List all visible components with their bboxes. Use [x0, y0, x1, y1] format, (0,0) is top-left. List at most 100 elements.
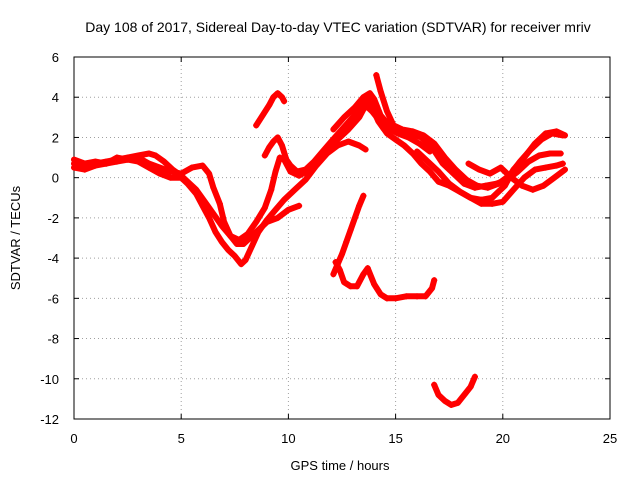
axis-ticks: 0 5 10 15 20 25 -12 -10 -8 -6 -4 -2 0 2 4 6 — [40, 50, 617, 446]
series-line — [431, 373, 478, 408]
data-point — [236, 237, 243, 244]
y-tick-label: 0 — [52, 171, 59, 186]
data-point — [467, 383, 474, 390]
series-line — [253, 90, 288, 129]
data-point — [152, 152, 159, 159]
x-tick-label: 15 — [388, 431, 402, 446]
data-point — [113, 156, 120, 163]
data-point — [156, 164, 163, 171]
data-point — [311, 158, 318, 165]
data-point — [146, 150, 153, 157]
plot-frame — [73, 56, 611, 420]
data-point — [343, 239, 350, 246]
data-point — [390, 122, 397, 129]
series-arc-d — [261, 96, 566, 207]
data-point — [356, 142, 363, 149]
y-tick-label: -12 — [40, 412, 59, 427]
data-point — [328, 138, 335, 145]
data-point — [184, 178, 191, 185]
data-point — [422, 293, 429, 300]
data-point — [377, 88, 384, 95]
y-tick-label: 6 — [52, 50, 59, 65]
data-point — [474, 182, 481, 189]
series-arc-k — [332, 259, 438, 302]
data-point — [71, 160, 77, 167]
data-point — [302, 176, 309, 183]
data-point — [253, 122, 260, 129]
data-point — [330, 126, 337, 133]
series-line — [414, 128, 568, 203]
data-point — [261, 152, 268, 159]
data-point — [559, 160, 566, 167]
data-point — [362, 146, 369, 153]
data-point — [409, 150, 416, 157]
data-point — [467, 194, 474, 201]
data-point — [206, 214, 213, 221]
data-point — [519, 182, 526, 189]
data-point — [278, 94, 285, 101]
data-point — [332, 259, 339, 266]
data-point — [218, 239, 225, 246]
data-point — [441, 154, 448, 161]
data-point — [414, 148, 421, 155]
data-point — [525, 158, 532, 165]
data-point — [435, 168, 442, 175]
data-point — [360, 192, 367, 199]
data-point — [486, 170, 493, 177]
data-point — [255, 228, 262, 235]
data-point — [529, 186, 536, 193]
y-tick-label: 4 — [52, 90, 59, 105]
data-point — [463, 176, 470, 183]
data-point — [278, 142, 285, 149]
data-point — [210, 184, 217, 191]
data-point — [259, 112, 266, 119]
data-point — [188, 164, 195, 171]
data-point — [439, 160, 446, 167]
data-point — [354, 283, 361, 290]
data-point — [471, 373, 478, 380]
data-point — [92, 160, 99, 167]
data-point — [296, 202, 303, 209]
data-point — [356, 114, 363, 121]
y-axis-label: SDTVAR / TECUs — [8, 185, 23, 290]
data-point — [339, 126, 345, 133]
data-point — [281, 196, 288, 203]
data-point — [454, 399, 461, 406]
data-point — [424, 158, 431, 165]
data-point — [341, 279, 348, 286]
data-point — [276, 154, 283, 161]
data-point — [373, 72, 380, 79]
data-point — [167, 174, 174, 181]
data-point — [302, 166, 309, 173]
data-point — [420, 132, 427, 139]
data-point — [536, 152, 543, 159]
data-point — [448, 401, 455, 408]
data-point — [272, 168, 279, 175]
data-point — [178, 172, 185, 179]
data-point — [497, 164, 504, 171]
data-point — [244, 230, 251, 237]
data-point — [135, 152, 142, 159]
data-point — [377, 291, 384, 298]
series-line — [71, 138, 369, 268]
y-tick-label: -8 — [47, 332, 59, 347]
series-arc-i — [465, 160, 568, 193]
data-point — [238, 261, 245, 268]
data-point — [146, 164, 153, 171]
data-point — [531, 140, 538, 147]
x-tick-label: 20 — [496, 431, 510, 446]
data-point — [418, 160, 425, 167]
data-point — [553, 128, 560, 135]
data-point — [435, 391, 442, 398]
data-point — [330, 271, 337, 278]
data-point — [210, 210, 217, 217]
y-tick-label: -10 — [40, 372, 59, 387]
data-point — [392, 136, 399, 143]
x-tick-label: 5 — [178, 431, 185, 446]
data-point — [227, 232, 234, 239]
data-point — [456, 188, 463, 195]
data-point — [274, 214, 281, 221]
data-point — [399, 126, 406, 133]
data-point — [542, 164, 549, 171]
data-point — [351, 214, 358, 221]
